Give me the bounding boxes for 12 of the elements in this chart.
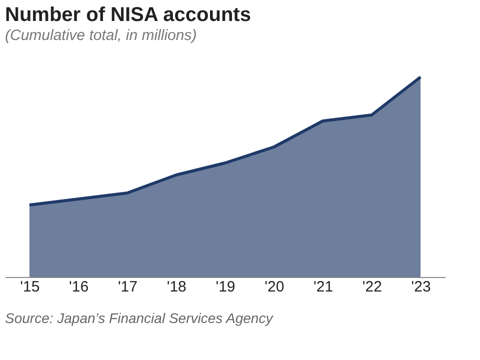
x-tick-label: '23 [411, 278, 431, 296]
chart-subtitle: (Cumulative total, in millions) [5, 27, 197, 44]
x-tick-label: '18 [166, 278, 186, 296]
x-tick-label: '22 [362, 278, 382, 296]
x-tick-label: '17 [118, 278, 138, 296]
source-note: Source: Japan’s Financial Services Agency [5, 310, 274, 326]
x-tick-label: '16 [69, 278, 89, 296]
chart-title: Number of NISA accounts [5, 4, 251, 26]
x-tick-label: '15 [20, 278, 40, 296]
x-tick-label: '21 [313, 278, 334, 296]
x-tick-label: '19 [216, 278, 236, 296]
x-tick-label: '20 [264, 278, 284, 296]
